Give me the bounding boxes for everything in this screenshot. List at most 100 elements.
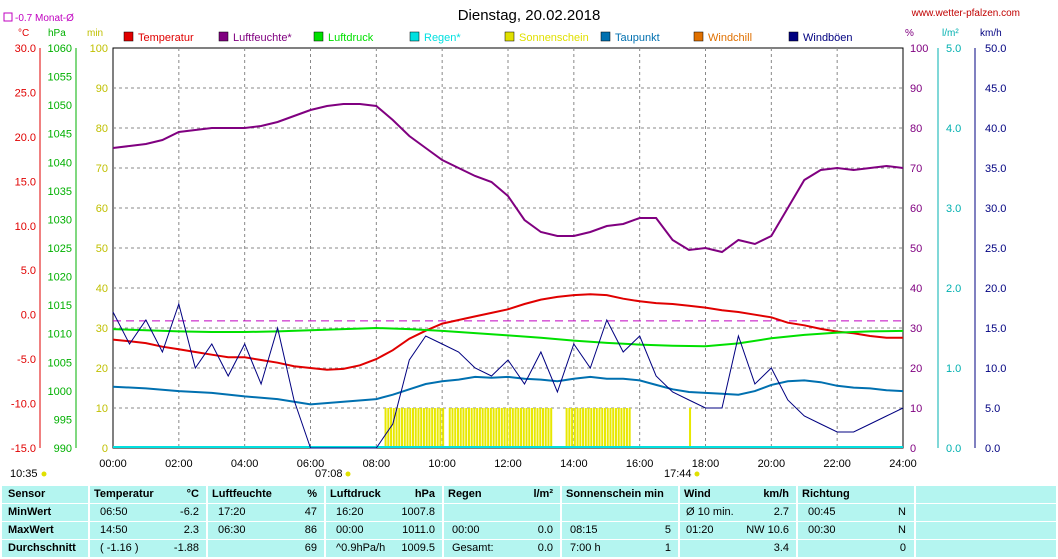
cell-temp-value: -6.2 bbox=[180, 506, 199, 518]
table-cell bbox=[798, 486, 914, 503]
sunshine-bar bbox=[492, 408, 495, 448]
month-avg-label: -0.7 Monat-Ø bbox=[15, 13, 74, 24]
sunshine-bar bbox=[470, 408, 473, 448]
sunshine-bar bbox=[503, 408, 506, 448]
humidity-tick: 30 bbox=[910, 323, 922, 335]
sun-tick: 70 bbox=[96, 163, 108, 175]
th-sensor: Sensor bbox=[8, 488, 46, 500]
sunset-dot bbox=[694, 471, 700, 477]
x-tick: 00:00 bbox=[99, 458, 127, 470]
start-dot bbox=[41, 471, 47, 477]
sunshine-bar bbox=[500, 408, 503, 448]
series-luftdruck bbox=[112, 326, 904, 348]
legend-swatch bbox=[218, 31, 229, 42]
legend-label: Taupunkt bbox=[615, 32, 660, 44]
pressure-tick: 1060 bbox=[48, 43, 72, 55]
x-tick: 10:00 bbox=[428, 458, 456, 470]
sunshine-bar bbox=[531, 408, 534, 448]
cell-sun-time: 7:00 h bbox=[570, 542, 601, 554]
table-cell bbox=[326, 540, 442, 557]
pressure-tick: 990 bbox=[54, 443, 72, 455]
cell-rain-time: 00:00 bbox=[452, 524, 480, 536]
x-tick: 08:00 bbox=[363, 458, 391, 470]
sunshine-bar bbox=[390, 408, 393, 448]
table-cell bbox=[562, 522, 678, 539]
table-cell bbox=[562, 504, 678, 521]
cell-dir-value: N bbox=[898, 524, 906, 536]
rain-tick: 4.0 bbox=[946, 123, 961, 135]
sunshine-bar bbox=[433, 408, 436, 448]
sunshine-bar bbox=[620, 408, 623, 448]
sunshine-bar bbox=[448, 408, 451, 448]
temp-tick: 10.0 bbox=[15, 221, 36, 233]
x-tick: 06:00 bbox=[297, 458, 325, 470]
sunshine-bar bbox=[392, 408, 395, 448]
sunshine-bar bbox=[536, 408, 539, 448]
sun-tick: 0 bbox=[102, 443, 108, 455]
th-press: Luftdruck bbox=[330, 488, 381, 500]
sunshine-bar bbox=[573, 408, 576, 448]
pressure-tick: 1055 bbox=[48, 72, 72, 84]
table-cell bbox=[2, 522, 88, 539]
sunrise-time: 07:08 bbox=[315, 468, 343, 480]
wind-tick: 30.0 bbox=[985, 203, 1006, 215]
table-cell bbox=[916, 540, 1056, 557]
pressure-tick: 1005 bbox=[48, 357, 72, 369]
sunshine-bar bbox=[417, 408, 420, 448]
legend-swatch bbox=[600, 31, 611, 42]
wind-tick: 20.0 bbox=[985, 283, 1006, 295]
cell-dir-value: N bbox=[898, 506, 906, 518]
sun-tick: 50 bbox=[96, 243, 108, 255]
sun-tick: 80 bbox=[96, 123, 108, 135]
sunshine-bar bbox=[431, 408, 434, 448]
x-tick: 12:00 bbox=[494, 458, 522, 470]
sunshine-bar bbox=[595, 408, 598, 448]
cell-temp-value: 2.3 bbox=[183, 524, 199, 536]
month-avg-icon bbox=[3, 12, 13, 22]
th-hum: Luftfeuchte bbox=[212, 488, 272, 500]
cell-sun-time: 08:15 bbox=[570, 524, 598, 536]
rain-tick: 3.0 bbox=[946, 203, 961, 215]
wind-tick: 35.0 bbox=[985, 163, 1006, 175]
pressure-tick: 1040 bbox=[48, 157, 72, 169]
table-cell bbox=[680, 504, 796, 521]
sunshine-bar bbox=[565, 408, 568, 448]
pressure-tick: 1035 bbox=[48, 186, 72, 198]
sunshine-bar bbox=[465, 408, 468, 448]
sunshine-bar bbox=[498, 408, 501, 448]
temp-tick: 25.0 bbox=[15, 87, 36, 99]
cell-press-time: ^0.9hPa/h bbox=[336, 542, 386, 554]
sunshine-bar bbox=[406, 408, 409, 448]
pressure-unit: hPa bbox=[48, 28, 66, 39]
temp-tick: 30.0 bbox=[15, 43, 36, 55]
legend-swatch bbox=[123, 31, 134, 42]
humidity-unit: % bbox=[905, 28, 914, 39]
website-label: www.wetter-pfalzen.com bbox=[911, 8, 1020, 19]
sunshine-bar bbox=[476, 408, 479, 448]
sun-tick: 100 bbox=[90, 43, 108, 55]
stats-table: Sensor Temperatur °C Luftfeuchte% Luftdruck h… bbox=[0, 486, 1058, 559]
legend-label: Sonnenschein bbox=[519, 32, 589, 44]
table-cell bbox=[2, 504, 88, 521]
sunshine-bar bbox=[522, 408, 525, 448]
table-cell bbox=[208, 504, 324, 521]
sunshine-bar bbox=[582, 408, 585, 448]
series-temperatur bbox=[112, 293, 903, 371]
x-tick: 24:00 bbox=[889, 458, 917, 470]
cell-wind-value: NW 10.6 bbox=[746, 524, 789, 536]
series-luftfeuchte bbox=[112, 103, 904, 254]
sun-tick: 30 bbox=[96, 323, 108, 335]
legend-label: Windböen bbox=[803, 32, 853, 44]
temp-unit: °C bbox=[18, 28, 29, 39]
rain-tick: 0.0 bbox=[946, 443, 961, 455]
sunshine-bar bbox=[514, 408, 517, 448]
legend-swatch bbox=[788, 31, 799, 42]
sunset-time: 17:44 bbox=[664, 468, 692, 480]
sunshine-bar bbox=[539, 408, 542, 448]
legend-label: Luftfeuchte* bbox=[233, 32, 292, 44]
sunshine-bar bbox=[398, 408, 401, 448]
table-cell bbox=[208, 540, 324, 557]
sunshine-bar bbox=[590, 408, 593, 448]
sunshine-bar bbox=[484, 408, 487, 448]
row-label: MaxWert bbox=[8, 524, 54, 536]
